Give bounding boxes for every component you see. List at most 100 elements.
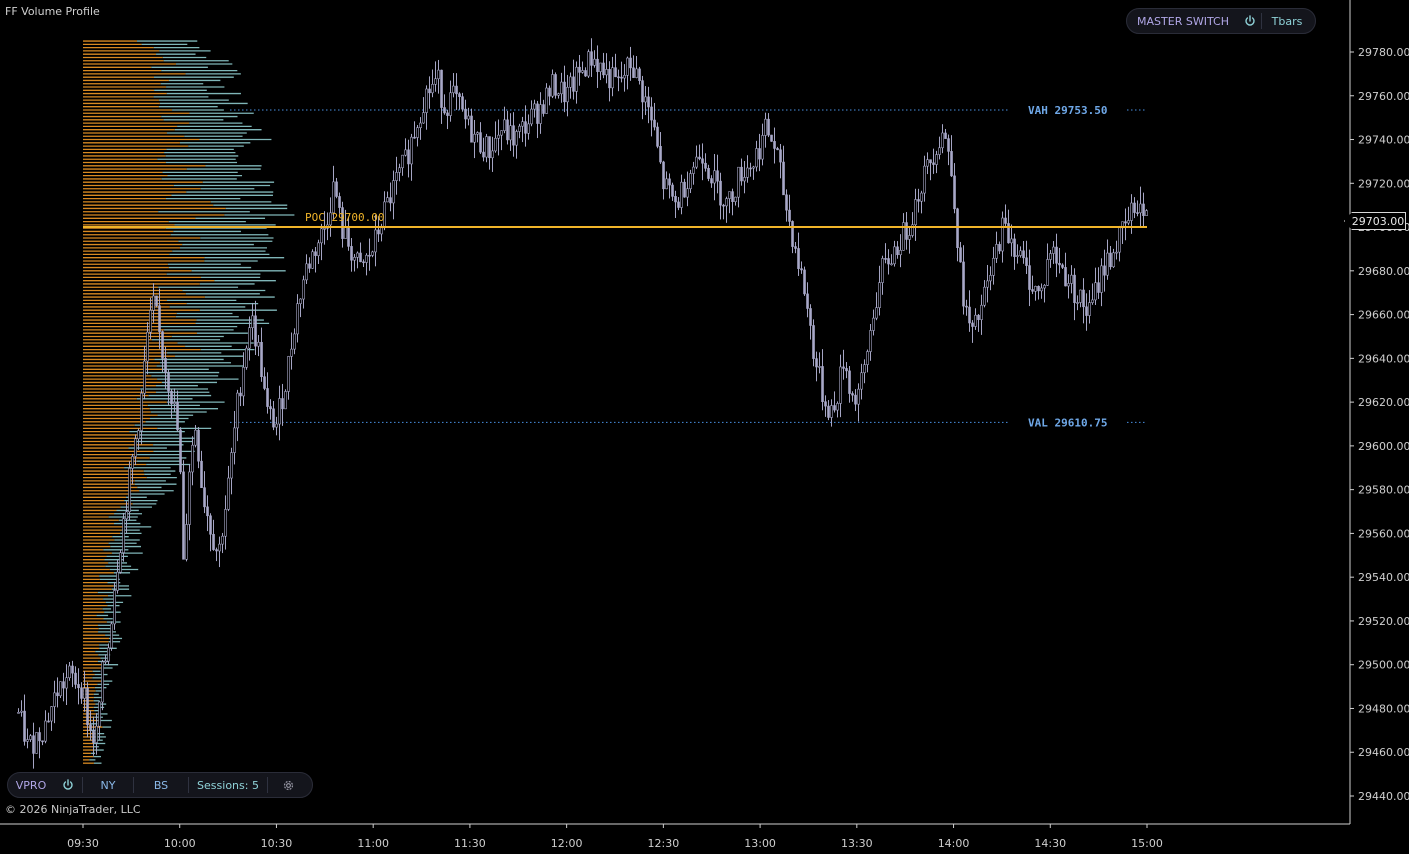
candle-body [578,66,581,73]
candle-body [1061,264,1064,268]
bs-button[interactable]: BS [134,773,188,797]
y-tick-label: 29580.00 [1358,484,1409,497]
candle-body [1058,262,1061,266]
candle-body [881,258,884,283]
candle-body [890,263,893,266]
candle-body [62,681,65,689]
candle-body [587,51,590,77]
candle-body [269,406,272,410]
candle-body [368,254,371,257]
candle-body [179,429,182,473]
settings-button[interactable] [268,773,308,797]
candle-body [650,106,653,121]
candle-body [944,132,947,139]
candle-body [761,135,764,160]
candle-body [518,125,521,132]
candle-body [563,81,566,103]
candle-body [1136,212,1139,214]
candle-body [794,246,797,249]
candle-body [248,327,251,349]
candle-body [971,322,974,327]
candle-body [92,730,95,743]
candle-body [422,112,425,124]
y-tick-label: 29640.00 [1358,352,1409,365]
candle-body [977,314,980,320]
candle-body [314,251,317,256]
candle-body [137,430,140,440]
candle-body [74,672,77,685]
candle-body [125,511,128,519]
candle-body [302,279,305,300]
candle-body [50,706,53,722]
candle-body [857,388,860,405]
sessions-button[interactable]: Sessions: 5 [189,773,267,797]
candle-body [110,623,113,649]
master-power-button[interactable] [1239,9,1261,33]
vpro-power-button[interactable] [54,773,82,797]
candle-body [1103,265,1106,276]
master-switch-button[interactable]: MASTER SWITCH [1127,9,1239,33]
ny-session-button[interactable]: NY [83,773,133,797]
candle-body [1049,253,1052,260]
tbars-button[interactable]: Tbars [1262,9,1312,33]
candle-body [893,246,896,265]
candle-body [953,175,956,210]
candle-body [68,665,71,679]
candle-body [809,308,812,326]
x-tick-label: 11:00 [357,837,389,850]
candle-body [215,549,218,552]
candle-body [635,68,638,78]
candle-body [461,96,464,110]
vpro-button[interactable]: VPRO [8,773,54,797]
candle-body [641,80,644,103]
power-icon [63,779,73,790]
candle-body [1079,289,1082,303]
candle-body [152,295,155,311]
candle-body [647,96,650,108]
candle-body [596,58,599,72]
candle-body [755,148,758,168]
toolbar-divider [82,777,83,793]
candle-body [734,196,737,202]
candle-body [194,429,197,446]
candle-body [710,178,713,184]
candle-body [905,222,908,240]
candle-body [176,402,179,431]
y-tick-label: 29480.00 [1358,702,1409,715]
candle-body [398,167,401,173]
candle-body [1034,285,1037,292]
candle-body [803,269,806,295]
candle-body [356,252,359,258]
candle-body [1133,202,1136,213]
candle-body [299,298,302,304]
candle-body [242,366,245,397]
candle-body [38,732,41,742]
candle-body [353,257,356,261]
candle-body [1106,252,1109,276]
candle-body [920,192,923,202]
candle-body [1118,227,1121,253]
toolbar-divider [188,777,189,793]
candle-body [1142,203,1145,216]
x-tick-label: 13:00 [744,837,776,850]
vah-label: VAH 29753.50 [1028,104,1107,117]
candle-body [296,303,299,335]
candle-body [848,370,851,394]
candle-body [539,104,542,124]
candle-body [644,96,647,103]
poc-label: POC 29700.00 [305,211,384,224]
candle-body [251,315,254,328]
candle-body [911,224,914,236]
candle-body [1001,217,1004,252]
candle-body [785,194,788,211]
candle-body [254,315,257,347]
y-tick-label: 29620.00 [1358,396,1409,409]
candle-body [704,162,707,169]
x-tick-label: 14:00 [938,837,970,850]
candle-body [728,191,731,199]
candle-body [791,221,794,247]
candle-body [872,317,875,331]
candle-body [221,535,224,545]
candle-body [329,212,332,226]
